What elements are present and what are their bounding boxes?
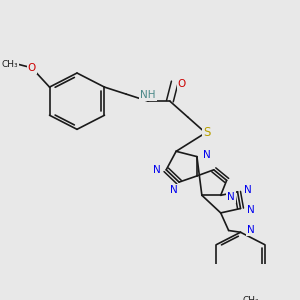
Text: NH: NH bbox=[140, 90, 156, 100]
Text: N: N bbox=[203, 150, 211, 160]
Text: N: N bbox=[153, 165, 161, 175]
Text: S: S bbox=[203, 126, 210, 139]
Text: N: N bbox=[247, 205, 254, 215]
Text: CH₃: CH₃ bbox=[242, 296, 259, 300]
Text: O: O bbox=[28, 63, 36, 73]
Text: CH₃: CH₃ bbox=[2, 60, 18, 69]
Text: O: O bbox=[178, 79, 186, 88]
Text: N: N bbox=[247, 225, 254, 235]
Text: N: N bbox=[244, 185, 251, 195]
Text: N: N bbox=[227, 192, 235, 202]
Text: N: N bbox=[170, 185, 178, 195]
